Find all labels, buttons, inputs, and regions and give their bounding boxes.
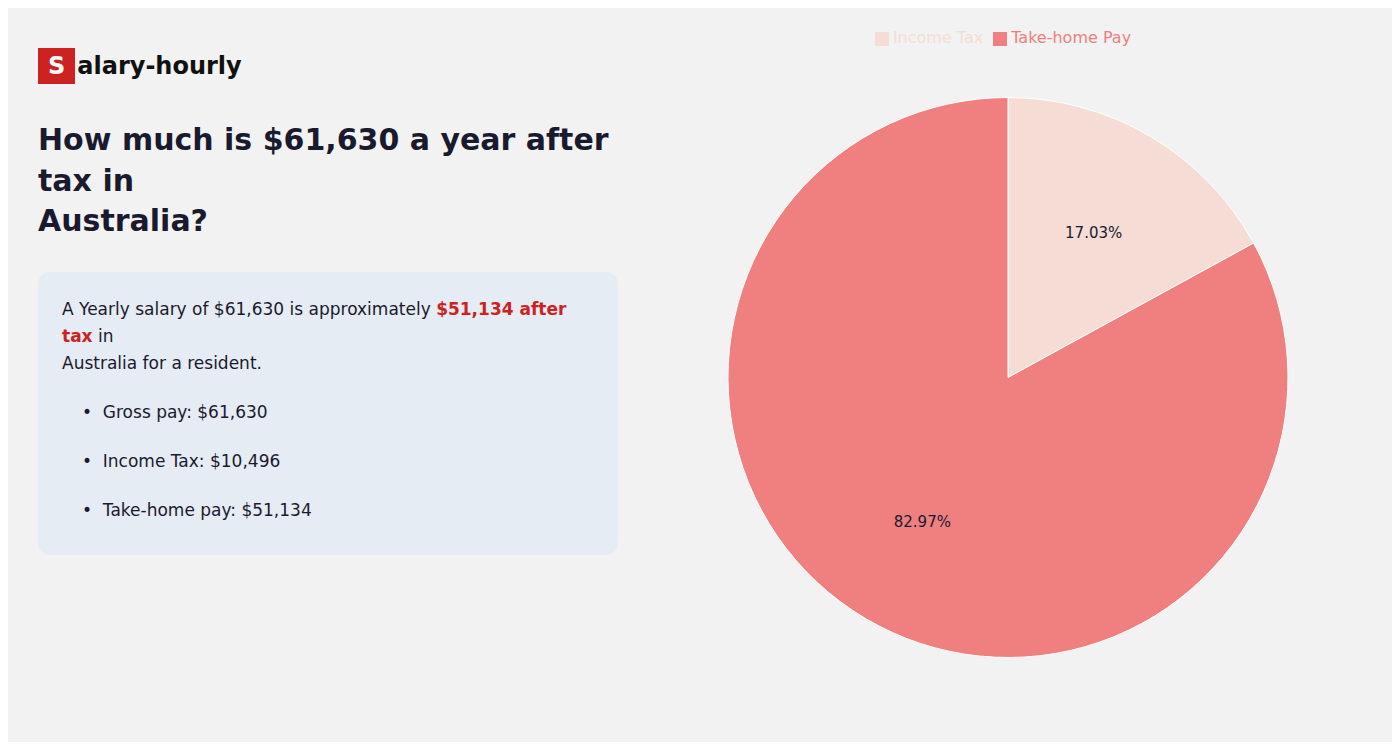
html-text:Take-home Pay: Take-home Pay (1011, 28, 1132, 47)
html-text:• Gross pay: $61,630: • Gross pay: $61,630 (82, 402, 268, 423)
html-text:Income Tax: Income Tax (892, 28, 984, 47)
html-text:alary-hourly: alary-hourly (77, 52, 242, 80)
html-text:How much is $61,630 a year aft: How much is $61,630 a year after tax in … (38, 122, 609, 238)
html-text:S: S (48, 52, 66, 80)
html-text:• Take-home pay: $51,134: • Take-home pay: $51,134 (82, 500, 312, 521)
html-text:Australia for a resident.: Australia for a resident. (62, 352, 262, 373)
svg-text:82.97%: 82.97% (894, 513, 951, 531)
html-text:A Yearly salary of $61,630 is: A Yearly salary of $61,630 is approximat… (62, 298, 573, 346)
html-text:• Income Tax: $10,496: • Income Tax: $10,496 (82, 451, 281, 472)
svg-text:17.03%: 17.03% (1065, 224, 1122, 242)
